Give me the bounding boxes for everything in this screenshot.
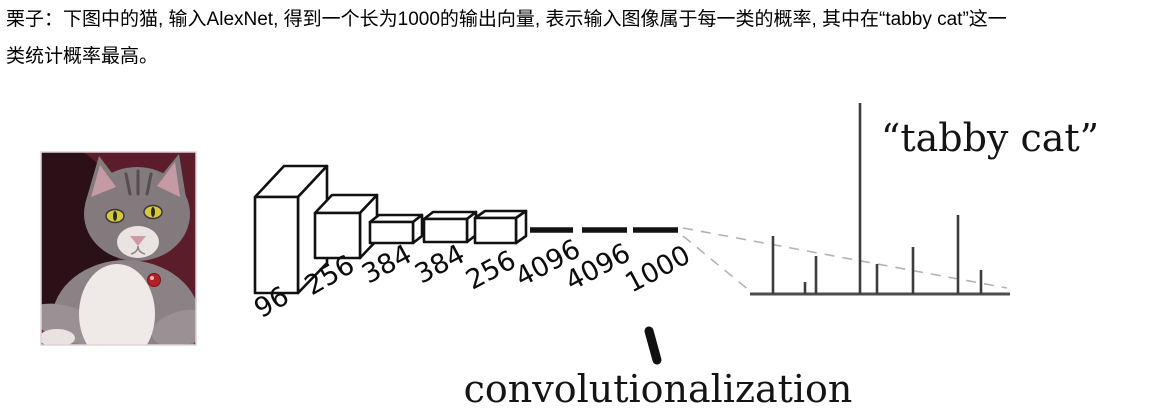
conv-box-3 [368,213,424,245]
description-text: 栗子：下图中的猫, 输入AlexNet, 得到一个长为1000的输出向量, 表示… [6,1,1007,75]
cat-ear-right-inner [157,162,180,197]
layer-label-384-b: 384 [410,239,470,291]
alexnet-figure: 96 256 384 384 256 4096 4096 1000 “tabby… [40,103,1099,411]
layer-label-1000: 1000 [620,240,695,300]
projection-dashed-lines [682,227,1008,292]
cat-photo-border [40,151,197,346]
conv-box-1 [253,164,329,295]
conv-layer-boxes [253,164,678,295]
cat-mouth [130,245,146,255]
cat-pupil-left [113,211,117,221]
caption-tick-mark [644,326,662,365]
cat-bell [147,273,161,287]
output-stem-plot: “tabby cat” [750,103,1099,296]
cat-bell-glint [150,276,154,280]
cat-paw-left [41,329,75,345]
projection-line-upper [682,227,1008,289]
stem-group [771,103,983,294]
caption-text: convolutionalization [464,367,853,411]
cat-photo [40,151,197,346]
cat-forehead-stripes [124,169,153,196]
cat-nose [130,236,146,246]
cat-pupil-right [151,207,155,217]
conv-box-4 [422,210,478,244]
cat-chest [79,264,155,345]
cat-arm-right [151,309,196,345]
conv-box-5 [473,209,528,245]
description-line-2: 类统计概率最高。 [6,46,159,67]
conv-box-2 [313,193,379,260]
cat-ear-left-inner [91,165,116,197]
projection-line-lower [682,235,751,292]
description-line-1: 栗子：下图中的猫, 输入AlexNet, 得到一个长为1000的输出向量, 表示… [6,9,1007,30]
top-class-label: “tabby cat” [881,116,1099,160]
